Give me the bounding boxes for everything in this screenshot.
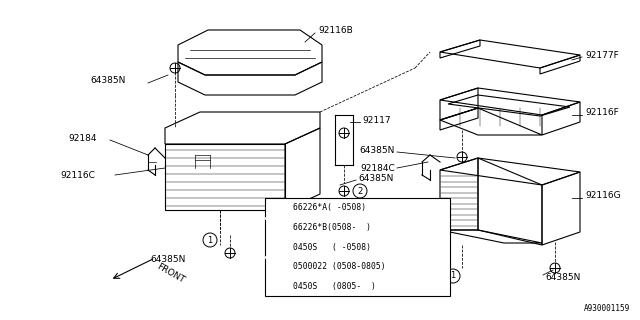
Text: 2: 2 <box>275 262 280 271</box>
Text: 92184C: 92184C <box>360 164 395 172</box>
Text: 1: 1 <box>207 236 212 244</box>
Text: 66226*A( -0508): 66226*A( -0508) <box>293 203 366 212</box>
Text: 64385N: 64385N <box>360 146 395 155</box>
Text: A930001159: A930001159 <box>584 304 630 313</box>
Text: 0450S   (0805-  ): 0450S (0805- ) <box>293 282 376 291</box>
Text: 92117: 92117 <box>362 116 390 124</box>
Text: 92177F: 92177F <box>585 51 619 60</box>
Text: 92116C: 92116C <box>60 171 95 180</box>
Text: 64385N: 64385N <box>358 173 394 182</box>
Text: 92116F: 92116F <box>585 108 619 116</box>
Text: 0450S   ( -0508): 0450S ( -0508) <box>293 243 371 252</box>
Text: 64385N: 64385N <box>90 76 125 84</box>
Text: 1: 1 <box>451 271 456 281</box>
Text: 92184: 92184 <box>68 133 97 142</box>
Text: 66226*B(0508-  ): 66226*B(0508- ) <box>293 223 371 232</box>
Bar <box>265 198 450 296</box>
Text: FRONT: FRONT <box>155 262 186 285</box>
Text: 0500022 (0508-0805): 0500022 (0508-0805) <box>293 262 386 271</box>
Text: 92116B: 92116B <box>318 26 353 35</box>
Text: 2: 2 <box>357 187 363 196</box>
Text: 64385N: 64385N <box>150 255 186 265</box>
Text: 1: 1 <box>275 213 280 222</box>
Text: 92116G: 92116G <box>585 190 621 199</box>
Text: 64385N: 64385N <box>545 274 580 283</box>
